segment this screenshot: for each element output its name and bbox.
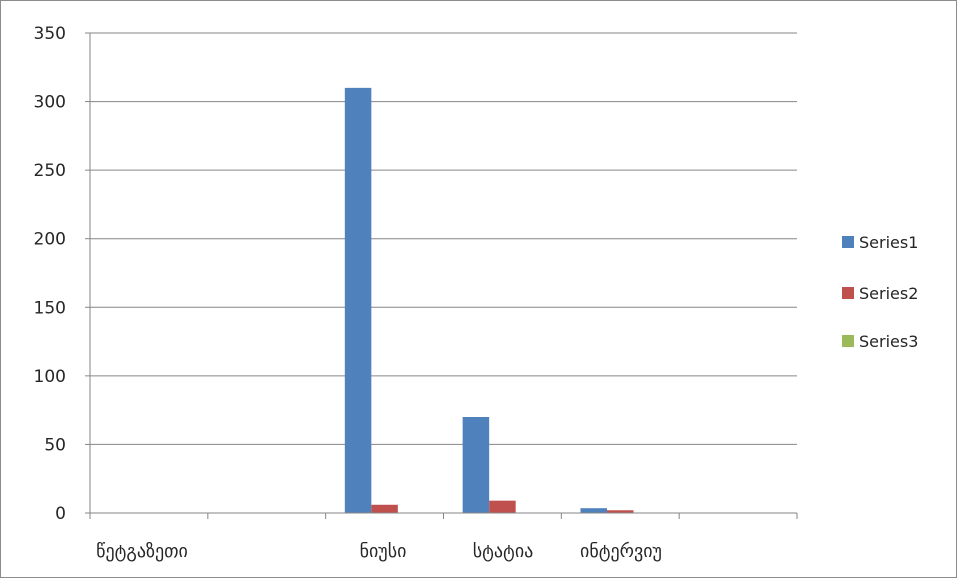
legend-swatch [842, 335, 854, 347]
y-tick-label: 0 [55, 504, 66, 524]
legend-label: Series3 [859, 332, 918, 351]
gridlines [90, 32, 797, 445]
bar-series1 [580, 508, 607, 513]
legend-swatch [842, 236, 854, 248]
y-tick-label: 300 [34, 93, 66, 113]
x-tick-label: ნიუსი [360, 541, 407, 562]
bars [344, 87, 634, 513]
y-tick-label: 150 [34, 298, 66, 318]
bar-series2 [489, 500, 516, 513]
legend: Series1 Series2 Series3 [842, 233, 918, 351]
bar-series1 [344, 87, 372, 513]
legend-label: Series1 [859, 233, 918, 252]
bar-series2 [606, 510, 634, 513]
x-tick-label: ინტერვიუ [580, 541, 662, 562]
axes: 0 50 100 150 200 250 300 350 წეტგაზეთი ნიუსი სტატი… [34, 24, 798, 562]
y-tick-label: 350 [34, 24, 66, 44]
bar-series2 [371, 504, 398, 513]
x-tick-label: წეტგაზეთი [96, 541, 188, 562]
x-tick-label: სტატია [473, 541, 534, 562]
y-tick-label: 250 [34, 161, 66, 181]
y-tick-label: 200 [34, 230, 66, 250]
y-tick-label: 100 [34, 367, 66, 387]
legend-label: Series2 [859, 284, 918, 303]
bar-series1 [462, 417, 490, 513]
legend-swatch [842, 287, 854, 299]
y-tick-label: 50 [44, 435, 66, 455]
